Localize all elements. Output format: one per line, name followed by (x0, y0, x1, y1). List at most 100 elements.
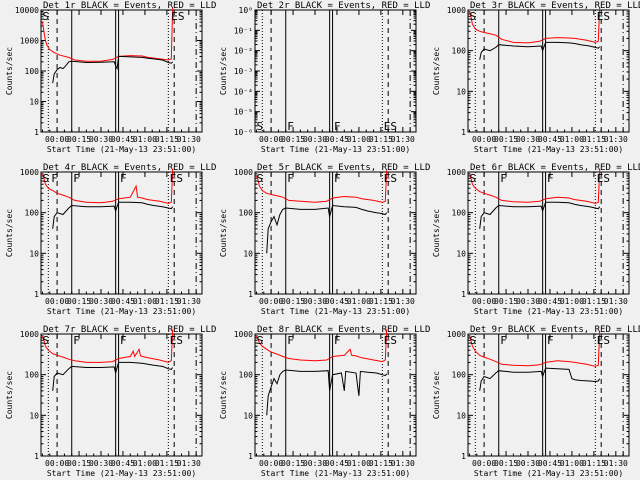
y-axis-label: Counts/sec (432, 47, 441, 95)
y-tick-label: 100 (25, 67, 40, 76)
y-tick-label: 10⁻⁴ (234, 87, 253, 96)
x-tick-label: 00:15 (281, 459, 305, 468)
event-marker: F (547, 334, 554, 347)
panel-7: Det 7r BLACK = Events, RED = LLD 1 10 100 10… (5, 325, 216, 478)
y-tick-label: 10⁻² (234, 47, 253, 56)
y-axis-label: Counts/sec (219, 371, 228, 419)
event-marker: F (334, 172, 341, 185)
plot-frame (254, 171, 417, 295)
x-tick-label: 01:00 (133, 297, 157, 306)
event-marker: F (500, 334, 507, 347)
x-tick-label: 00:00 (45, 135, 69, 144)
x-tick-label: 01:15 (369, 459, 393, 468)
x-tick-label: 01:15 (155, 459, 179, 468)
y-axis-label: Counts/sec (5, 371, 14, 419)
x-tick-label: 00:15 (281, 135, 305, 144)
event-marker: F (120, 334, 127, 347)
x-tick-label: 00:30 (89, 135, 113, 144)
x-tick-label: 01:00 (133, 135, 157, 144)
panel-title: Det 8r BLACK = Events, RED = LLD (257, 325, 430, 335)
event-marker: ES (384, 172, 397, 185)
x-tick-label: 00:45 (325, 135, 349, 144)
x-tick-label: 00:30 (89, 459, 113, 468)
x-tick-label: 00:30 (516, 135, 540, 144)
event-marker: S (42, 10, 49, 23)
x-tick-label: 00:45 (538, 459, 562, 468)
x-tick-label: 00:00 (45, 459, 69, 468)
x-tick-label: 01:15 (155, 135, 179, 144)
panel-3: Det 3r BLACK = Events, RED = LLD 1 10 100 10… (432, 1, 640, 154)
y-tick-label: 10 (243, 411, 253, 420)
event-marker: F (287, 120, 294, 133)
y-axis-label: Counts/sec (219, 209, 228, 257)
events-rate-line (479, 367, 601, 391)
x-tick-label: 01:30 (604, 459, 628, 468)
x-axis-label: Start Time (21-May-13 23:51:00) (47, 307, 196, 316)
panel-8: Det 8r BLACK = Events, RED = LLD 1 10 100 10… (219, 325, 430, 478)
x-tick-label: 01:15 (369, 135, 393, 144)
x-tick-label: 01:30 (177, 135, 201, 144)
panel-title: Det 1r BLACK = Events, RED = LLD (43, 1, 216, 11)
y-tick-label: 1 (34, 128, 39, 137)
panel-4: Det 4r BLACK = Events, RED = LLD 1 10 100 10… (5, 163, 216, 316)
x-axis-label: Start Time (21-May-13 23:51:00) (261, 307, 410, 316)
x-tick-label: 00:15 (67, 459, 91, 468)
x-tick-label: 00:00 (259, 135, 283, 144)
event-marker: ES (170, 334, 183, 347)
event-marker: S (256, 172, 263, 185)
x-tick-label: 00:45 (538, 135, 562, 144)
x-tick-label: 01:00 (560, 459, 584, 468)
panel-1: Det 1r BLACK = Events, RED = LLD 1 10 100 10… (5, 1, 216, 154)
x-tick-label: 01:30 (391, 459, 415, 468)
lld-rate-line (256, 329, 388, 363)
event-marker: F (120, 172, 127, 185)
events-rate-line (266, 204, 388, 254)
lld-rate-line (42, 7, 174, 62)
x-tick-label: 00:45 (111, 297, 135, 306)
y-tick-label: 100 (239, 371, 254, 380)
y-tick-label: 10 (456, 87, 466, 96)
x-tick-label: 00:45 (111, 459, 135, 468)
plot-frame (40, 9, 203, 133)
event-marker: ES (171, 10, 184, 23)
y-tick-label: 1 (248, 452, 253, 461)
y-tick-label: 1000 (20, 37, 39, 46)
y-tick-label: 100 (452, 209, 467, 218)
panel-5: Det 5r BLACK = Events, RED = LLD 1 10 100 10… (219, 163, 430, 316)
x-tick-label: 00:15 (494, 135, 518, 144)
y-tick-label: 10 (29, 98, 39, 107)
events-rate-line (479, 41, 601, 60)
x-axis-label: Start Time (21-May-13 23:51:00) (474, 307, 623, 316)
event-marker: F (547, 172, 554, 185)
x-tick-label: 01:15 (155, 297, 179, 306)
y-tick-label: 1 (34, 452, 39, 461)
event-marker: ES (597, 334, 610, 347)
y-tick-label: 1000 (447, 6, 466, 15)
panel-title: Det 9r BLACK = Events, RED = LLD (470, 325, 640, 335)
x-tick-label: 01:15 (369, 297, 393, 306)
x-tick-label: 00:30 (516, 459, 540, 468)
x-tick-label: 01:30 (391, 135, 415, 144)
y-tick-label: 1 (461, 128, 466, 137)
y-tick-label: 1 (461, 452, 466, 461)
y-tick-label: 10 (29, 249, 39, 258)
lld-rate-line (42, 329, 174, 363)
panel-title: Det 5r BLACK = Events, RED = LLD (257, 163, 430, 173)
y-tick-label: 1000 (447, 330, 466, 339)
y-tick-label: 100 (239, 209, 254, 218)
event-marker: F (51, 172, 58, 185)
x-tick-label: 00:45 (325, 459, 349, 468)
events-rate-line (52, 361, 174, 391)
x-tick-label: 01:30 (604, 297, 628, 306)
x-tick-label: 01:00 (560, 297, 584, 306)
lld-rate-line (469, 168, 601, 204)
panel-6: Det 6r BLACK = Events, RED = LLD 1 10 100 10… (432, 163, 640, 316)
x-axis-label: Start Time (21-May-13 23:51:00) (47, 469, 196, 478)
panel-9: Det 9r BLACK = Events, RED = LLD 1 10 100 10… (432, 325, 640, 478)
event-marker: S (469, 172, 476, 185)
y-axis-label: Counts/sec (432, 371, 441, 419)
lld-rate-line (256, 170, 388, 203)
y-tick-label: 100 (25, 209, 40, 218)
lld-rate-line (469, 330, 601, 367)
